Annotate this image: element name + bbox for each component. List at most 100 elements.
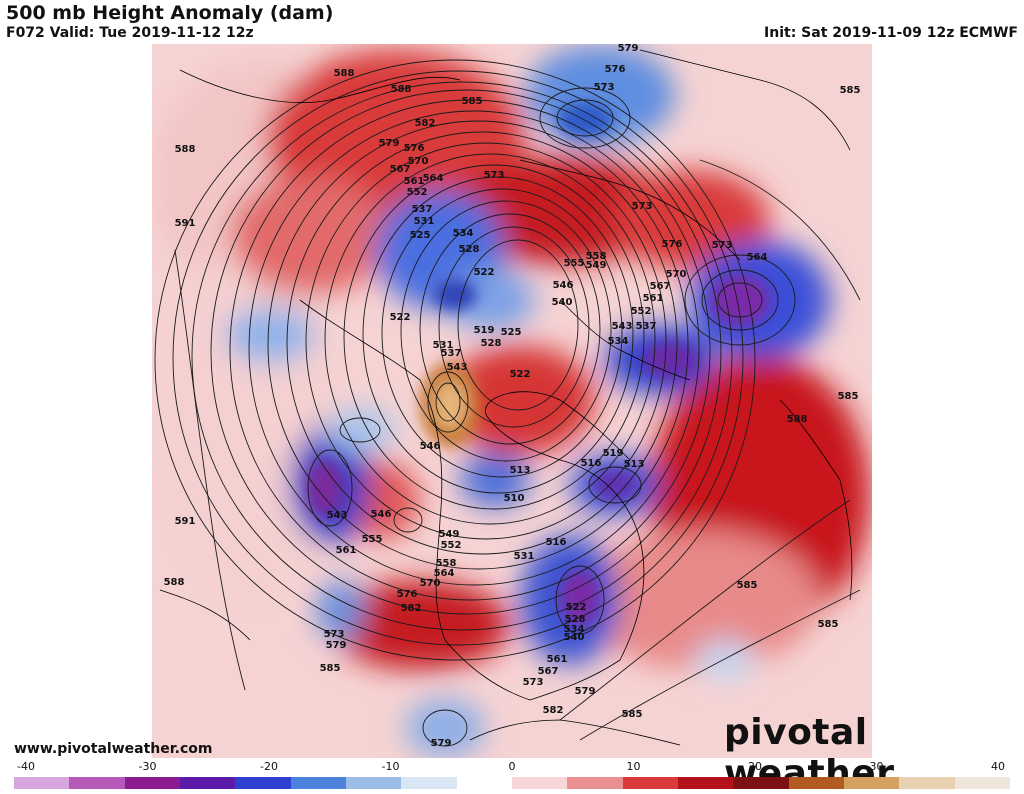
contour-label: 579 xyxy=(326,640,347,651)
contour-label: 567 xyxy=(650,281,671,292)
contour-label: 585 xyxy=(840,85,861,96)
contour-label: 591 xyxy=(175,516,196,527)
colorbar-tick-label: 20 xyxy=(748,760,762,773)
colorbar-segment xyxy=(567,777,624,789)
contour-label: 522 xyxy=(510,369,531,380)
colorbar-tick-label: 0 xyxy=(508,760,516,773)
contour-label: 537 xyxy=(412,204,433,215)
colorbar-segment xyxy=(512,777,568,789)
colorbar-segment xyxy=(456,777,513,789)
website-label: www.pivotalweather.com xyxy=(14,741,213,757)
contour-label: 588 xyxy=(391,84,412,95)
contour-label: 573 xyxy=(484,170,505,181)
contour-label: 540 xyxy=(564,632,585,643)
contour-label: 543 xyxy=(327,510,348,521)
contour-label: 564 xyxy=(423,173,444,184)
contour-label: 585 xyxy=(462,96,483,107)
contour-label: 558 xyxy=(436,558,457,569)
contour-label: 528 xyxy=(481,338,502,349)
colorbar-segment xyxy=(290,777,347,789)
contour-label: 513 xyxy=(624,459,645,470)
contour-label: 573 xyxy=(324,629,345,640)
contour-label: 579 xyxy=(618,44,639,54)
contour-label: 534 xyxy=(453,228,474,239)
contour-label: 552 xyxy=(407,187,428,198)
contour-label: 573 xyxy=(712,240,733,251)
contour-label: 534 xyxy=(608,336,629,347)
height-contours xyxy=(154,59,861,747)
contour-label: 561 xyxy=(404,176,425,187)
contour-label: 522 xyxy=(566,602,587,613)
contour-label: 561 xyxy=(547,654,568,665)
contour-label: 585 xyxy=(622,709,643,720)
colorbar-tick-label: -10 xyxy=(381,760,400,773)
contour-label: 549 xyxy=(586,260,607,271)
contour-label: 570 xyxy=(408,156,429,167)
contour-label: 570 xyxy=(420,578,441,589)
colorbar-segment xyxy=(346,777,402,789)
contour-label: 582 xyxy=(401,603,422,614)
contour-label: 582 xyxy=(415,118,436,129)
contour-label: 579 xyxy=(431,738,452,749)
header: 500 mb Height Anomaly (dam) F072 Valid: … xyxy=(0,0,1024,44)
contour-label: 531 xyxy=(433,340,454,351)
contour-label: 537 xyxy=(636,321,657,332)
colorbar-segment xyxy=(788,777,845,789)
colorbar-segment xyxy=(235,777,292,789)
contour-label: 591 xyxy=(175,218,196,229)
contour-label: 558 xyxy=(586,251,607,262)
contour-label: 546 xyxy=(420,441,441,452)
contour-label: 552 xyxy=(631,306,652,317)
contour-label: 588 xyxy=(787,414,808,425)
contour-label: 540 xyxy=(552,297,573,308)
contour-label: 573 xyxy=(594,82,615,93)
contour-label: 537 xyxy=(441,348,462,359)
contour-label: 531 xyxy=(414,216,435,227)
contour-label: 546 xyxy=(553,280,574,291)
contour-label: 588 xyxy=(164,577,185,588)
contour-label: 528 xyxy=(459,244,480,255)
colorbar-segment xyxy=(124,777,181,789)
contour-label: 585 xyxy=(320,663,341,674)
contour-label: 519 xyxy=(474,325,495,336)
contour-label: 522 xyxy=(474,267,495,278)
contour-label: 585 xyxy=(818,619,839,630)
colorbar-segment xyxy=(69,777,126,789)
contour-label: 513 xyxy=(510,465,531,476)
contour-label: 552 xyxy=(441,540,462,551)
colorbar-tick-label: -40 xyxy=(17,760,35,773)
contour-label: 576 xyxy=(404,143,425,154)
colorbar-segment xyxy=(733,777,790,789)
contour-label: 588 xyxy=(334,68,355,79)
contour-label: 555 xyxy=(564,258,585,269)
contour-label: 567 xyxy=(390,164,411,175)
colorbar-tick-label: 10 xyxy=(626,760,641,773)
contour-label: 528 xyxy=(565,614,586,625)
colorbar-tick-label: 40 xyxy=(991,760,1005,773)
colorbar-segment xyxy=(401,777,458,789)
contour-label: 585 xyxy=(737,580,758,591)
colorbar-segment xyxy=(180,777,236,789)
contour-label: 519 xyxy=(603,448,624,459)
contour-label: 555 xyxy=(362,534,383,545)
contour-label: 576 xyxy=(605,64,626,75)
contour-label: 573 xyxy=(523,677,544,688)
anomaly-blobs xyxy=(152,45,870,758)
init-time: Init: Sat 2019-11-09 12z ECMWF xyxy=(764,25,1018,41)
colorbar-segment xyxy=(14,777,70,789)
valid-time: F072 Valid: Tue 2019-11-12 12z xyxy=(6,25,254,41)
contour-label: 549 xyxy=(439,529,460,540)
colorbar-tick-label: 30 xyxy=(869,760,884,773)
contour-label: 582 xyxy=(543,705,564,716)
contour-label: 522 xyxy=(390,312,411,323)
chart-title: 500 mb Height Anomaly (dam) xyxy=(6,2,334,24)
colorbar-segment xyxy=(954,777,1011,789)
contour-label: 564 xyxy=(747,252,768,263)
colorbar-segment xyxy=(678,777,734,789)
anomaly-fill xyxy=(152,44,872,758)
contour-label: 531 xyxy=(514,551,535,562)
colorbar-segment xyxy=(844,777,900,789)
contour-label: 543 xyxy=(612,321,633,332)
contour-label: 573 xyxy=(632,201,653,212)
